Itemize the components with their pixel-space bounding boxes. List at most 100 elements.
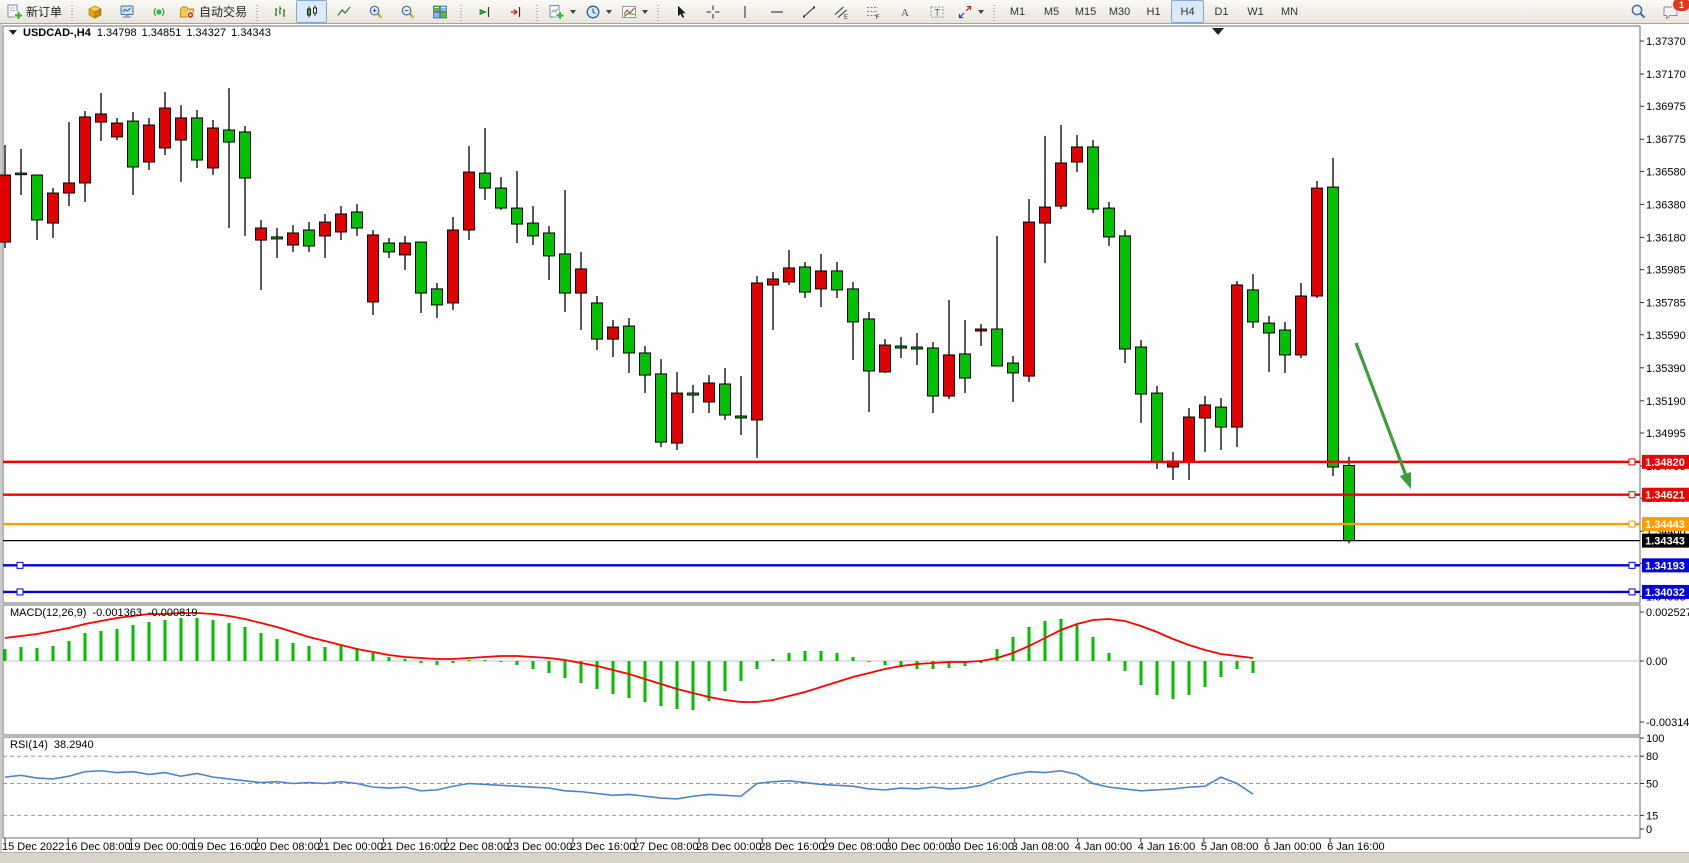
price-tick-label: 1.36580	[1646, 166, 1686, 178]
candle-body	[575, 268, 587, 294]
line-handle[interactable]	[1628, 588, 1636, 596]
terminal-button[interactable]	[111, 0, 142, 23]
zoom-in-button[interactable]	[360, 0, 391, 23]
candle-body	[975, 328, 987, 332]
macd-bar	[1027, 627, 1031, 661]
macd-bar	[355, 649, 359, 661]
text-tool-button[interactable]: A	[889, 0, 920, 23]
candle-body	[95, 113, 107, 123]
fibonacci-tool-button[interactable]: F	[857, 0, 888, 23]
tile-windows-button[interactable]	[424, 0, 455, 23]
timeframe-m1-button[interactable]: M1	[1009, 5, 1026, 18]
chart-shift-button[interactable]	[500, 0, 531, 23]
timeframe-h4-button[interactable]: H4	[1171, 0, 1205, 23]
candle-body	[0, 174, 11, 243]
trendline-tool-button[interactable]	[793, 0, 824, 23]
zoom-out-button[interactable]	[392, 0, 423, 23]
candlestick-mode-button[interactable]	[296, 0, 328, 23]
line-handle[interactable]	[1628, 561, 1636, 569]
auto-trading-button[interactable]: 自动交易	[175, 0, 251, 23]
rsi-scale-label: 80	[1646, 751, 1658, 763]
candle-body	[1103, 207, 1115, 238]
candle-body	[1215, 406, 1227, 428]
chart-shift-marker[interactable]	[1212, 28, 1224, 35]
channel-tool-button[interactable]: E	[825, 0, 856, 23]
bar-chart-mode-button[interactable]	[264, 0, 295, 23]
text-label-tool-button[interactable]: T	[921, 0, 952, 23]
indicators-button[interactable]	[617, 0, 652, 23]
macd-bar	[1251, 661, 1255, 673]
candle-body	[1135, 346, 1147, 395]
timeframe-m15-button[interactable]: M15	[1074, 5, 1097, 18]
macd-bar	[579, 661, 583, 683]
candle-body	[991, 328, 1003, 367]
toolbar-grip	[655, 2, 663, 21]
candle-body	[1007, 362, 1019, 374]
timeframe-h1-button[interactable]: H1	[1146, 5, 1161, 18]
arrow-head[interactable]	[1399, 471, 1411, 489]
macd-bar	[163, 619, 167, 661]
candle-body	[511, 207, 523, 225]
search-button[interactable]	[1623, 0, 1654, 23]
line-handle[interactable]	[1628, 520, 1636, 528]
line-handle[interactable]	[1628, 458, 1636, 466]
crosshair-tool-button[interactable]	[697, 0, 728, 23]
candle-body	[767, 278, 779, 286]
rsi-indicator-label: RSI(14) 38.2940	[10, 739, 94, 751]
candle-body	[623, 325, 635, 354]
svg-text:A: A	[901, 7, 909, 19]
time-tick-label: 21 Dec 16:00	[381, 841, 446, 853]
time-tick-label: 19 Dec 16:00	[191, 841, 256, 853]
vertical-line-icon	[737, 4, 753, 20]
cursor-tool-button[interactable]	[665, 0, 696, 23]
macd-bar	[307, 645, 311, 661]
timeframe-m5-button[interactable]: M5	[1043, 5, 1060, 18]
macd-bar	[979, 661, 983, 663]
candle-body	[1039, 206, 1051, 224]
macd-bar	[1171, 661, 1175, 700]
timeframe-d1-button[interactable]: D1	[1214, 5, 1229, 18]
macd-bar	[851, 657, 855, 661]
line-handle[interactable]	[16, 588, 24, 596]
candle-body	[863, 318, 875, 372]
macd-signal-line	[4, 612, 1254, 703]
timeframe-w1-button[interactable]: W1	[1247, 5, 1264, 18]
candle-body	[703, 382, 715, 403]
candle-body	[671, 392, 683, 444]
candle-body	[783, 267, 795, 283]
arrow-shaft[interactable]	[1354, 342, 1407, 475]
macd-name: MACD(12,26,9)	[10, 607, 87, 619]
trend-arrow-annotation[interactable]	[1354, 342, 1411, 489]
new-chart-button[interactable]	[544, 0, 580, 23]
symbol-dropdown-icon[interactable]	[9, 30, 17, 35]
price-tick-label: 1.36775	[1646, 134, 1686, 146]
candle-body	[1087, 146, 1099, 210]
time-tick-label: 4 Jan 00:00	[1075, 841, 1133, 853]
notification-badge: 1	[1672, 0, 1689, 12]
macd-indicator-label: MACD(12,26,9) -0.001363 -0.000819	[10, 607, 198, 619]
rsi-scale-label: 0	[1646, 824, 1652, 836]
line-price-label: 1.34032	[1645, 587, 1685, 599]
macd-bar	[739, 661, 743, 682]
candle-body	[15, 172, 27, 176]
line-handle[interactable]	[1628, 491, 1636, 499]
line-chart-mode-button[interactable]	[328, 0, 359, 23]
candle-body	[591, 302, 603, 340]
timeframe-m30-button[interactable]: M30	[1108, 5, 1131, 18]
macd-bar	[467, 659, 471, 661]
vertical-line-tool-button[interactable]	[729, 0, 760, 23]
market-watch-button[interactable]	[79, 0, 110, 23]
horizontal-line-tool-button[interactable]	[761, 0, 792, 23]
arrows-tool-button[interactable]	[953, 0, 988, 23]
auto-scroll-button[interactable]	[468, 0, 499, 23]
line-handle[interactable]	[16, 561, 24, 569]
macd-bar	[547, 661, 551, 673]
timeframe-mn-button[interactable]: MN	[1280, 5, 1299, 18]
trendline-icon	[801, 4, 817, 20]
candle-body	[927, 347, 939, 397]
new-order-button[interactable]: 新订单	[2, 0, 66, 23]
periods-button[interactable]	[581, 0, 616, 23]
signals-button[interactable]	[143, 0, 174, 23]
notifications-button[interactable]: 1	[1655, 0, 1689, 23]
